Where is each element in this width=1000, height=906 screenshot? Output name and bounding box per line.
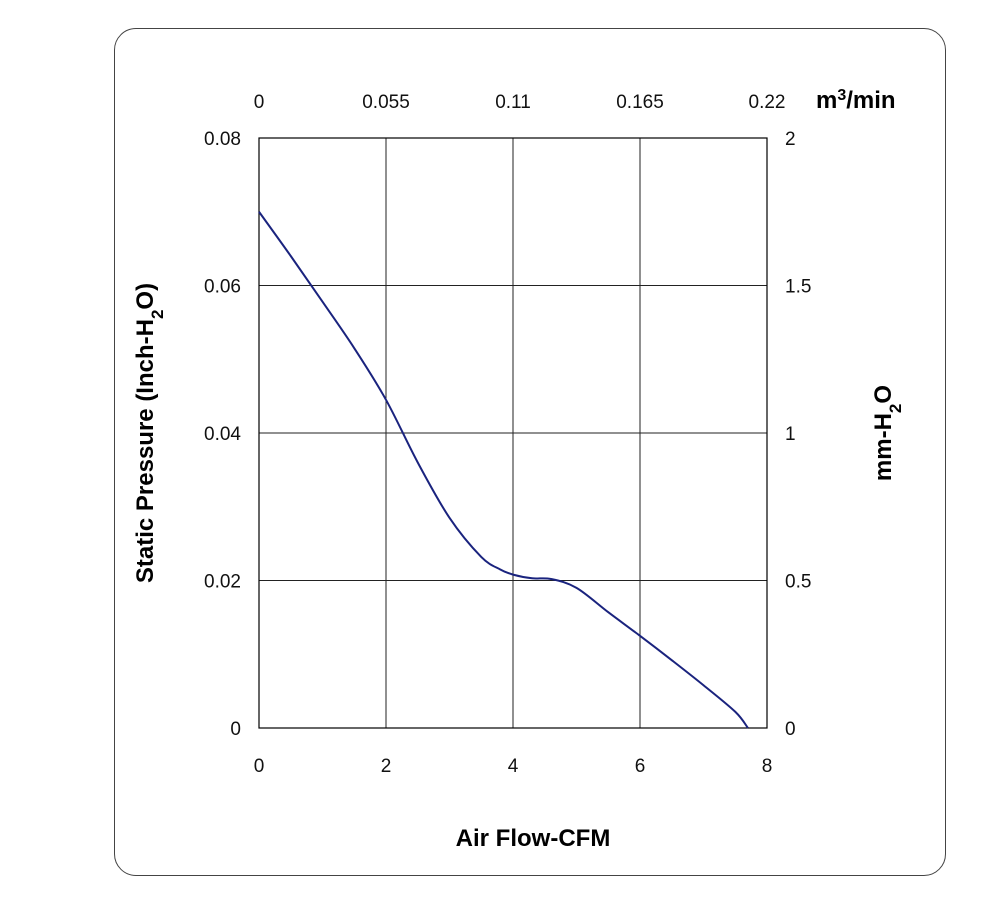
y2-tick-label: 0.5	[785, 572, 811, 593]
x2-tick-label: 0.11	[495, 92, 531, 113]
x2-axis-title: m3/min	[816, 87, 896, 115]
x2-tick-label: 0	[254, 92, 265, 113]
y-axis-title-main: Static Pressure (Inch-H	[132, 319, 159, 583]
plot-area	[258, 137, 768, 729]
y-tick-label: 0.02	[204, 572, 241, 593]
y2-tick-label: 2	[785, 129, 796, 150]
y-tick-label: 0.06	[204, 277, 241, 298]
grid-lines	[259, 138, 767, 728]
x-tick-label: 8	[762, 756, 773, 777]
y2-axis-title-tail: O	[870, 385, 897, 404]
y2-tick-label: 1	[785, 424, 796, 445]
x-tick-label: 2	[381, 756, 392, 777]
y-tick-label: 0.04	[204, 424, 241, 445]
chart-frame	[114, 28, 946, 876]
x-tick-label: 6	[635, 756, 646, 777]
x-axis-title: Air Flow-CFM	[456, 825, 611, 852]
y-tick-label: 0.08	[204, 129, 241, 150]
y2-axis-title-sub: 2	[886, 404, 905, 413]
x2-axis-title-tail: /min	[846, 87, 895, 114]
x2-tick-label: 0.165	[616, 92, 664, 113]
y-axis-title: Static Pressure (Inch-H2O)	[132, 283, 167, 583]
y2-axis-title: mm-H2O	[870, 385, 905, 481]
x2-tick-label: 0.22	[749, 92, 786, 113]
x-tick-label: 4	[508, 756, 519, 777]
tick-labels: 0 2 4 6 80 0.055 0.11 0.165 0.2200.020.040.060.0…	[204, 92, 811, 777]
x2-tick-label: 0.055	[362, 92, 410, 113]
x2-axis-title-main: m	[816, 87, 837, 114]
x-tick-label: 0	[254, 756, 265, 777]
x2-axis-title-sup: 3	[837, 87, 846, 104]
y-axis-title-tail: O)	[132, 283, 159, 310]
y2-tick-label: 0	[785, 719, 796, 740]
y2-tick-label: 1.5	[785, 277, 811, 298]
pressure-curve	[258, 211, 749, 729]
y2-axis-title-main: mm-H	[870, 413, 897, 481]
y-tick-label: 0	[230, 719, 241, 740]
y-axis-title-sub: 2	[148, 310, 167, 319]
